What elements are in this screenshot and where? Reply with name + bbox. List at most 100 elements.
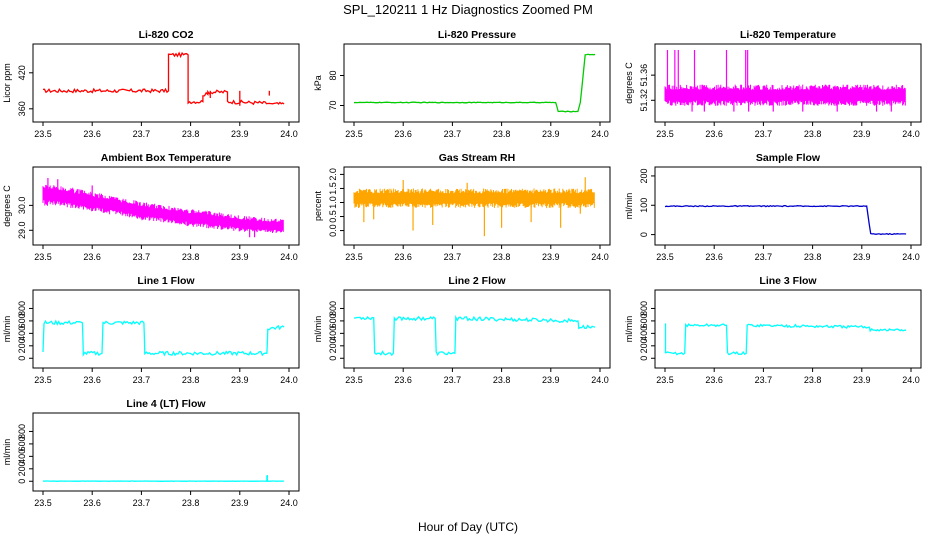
panel-title: Gas Stream RH <box>439 152 515 164</box>
figure-xlabel: Hour of Day (UTC) <box>418 520 518 534</box>
x-tick-label: 24.0 <box>591 375 609 385</box>
y-axis-label: ml/min <box>2 439 12 466</box>
x-tick-label: 23.8 <box>804 375 822 385</box>
x-tick-label: 23.8 <box>804 252 822 262</box>
x-tick-label: 23.8 <box>493 129 511 139</box>
y-axis-label: Licor ppm <box>2 63 12 103</box>
series-line <box>42 51 285 106</box>
x-tick-label: 24.0 <box>902 375 920 385</box>
series-line <box>664 204 907 236</box>
x-tick-label: 23.5 <box>656 252 674 262</box>
y-tick-label: 2.0 <box>328 168 338 181</box>
y-tick-label: 800 <box>17 424 27 439</box>
x-tick-label: 23.6 <box>394 375 412 385</box>
x-tick-label: 23.8 <box>804 129 822 139</box>
x-tick-label: 23.7 <box>755 252 773 262</box>
series-line <box>664 322 907 356</box>
y-tick-label: 400 <box>328 326 338 341</box>
y-tick-label: 600 <box>639 313 649 328</box>
x-tick-label: 23.9 <box>231 498 249 508</box>
panel-6: Sample Flow ml/min 0 100 200 23.5 23.6 23.7 23.8… <box>624 152 922 262</box>
y-tick-label: 51.36 <box>639 64 649 87</box>
x-tick-label: 23.9 <box>231 252 249 262</box>
y-tick-label: 800 <box>639 301 649 316</box>
plot-frame <box>32 43 300 123</box>
y-tick-label: 800 <box>328 301 338 316</box>
plot-frame <box>343 166 611 246</box>
panel-title: Ambient Box Temperature <box>101 152 232 164</box>
panel-5: Gas Stream RH percent 0.00.51.01.52.0 23.5 2… <box>313 152 611 262</box>
x-tick-label: 24.0 <box>902 129 920 139</box>
x-tick-label: 23.6 <box>83 129 101 139</box>
y-tick-label: 400 <box>639 326 649 341</box>
y-tick-label: 600 <box>17 436 27 451</box>
y-tick-label: 1.0 <box>328 196 338 209</box>
panel-2: Li-820 Pressure kPa 70 80 23.5 23.6 23.7 23.8 23… <box>313 29 611 139</box>
y-tick-label: 80 <box>328 70 338 80</box>
y-axis-label: ml/min <box>313 316 323 343</box>
x-tick-label: 24.0 <box>280 375 298 385</box>
y-tick-label: 1.5 <box>328 182 338 195</box>
x-tick-label: 23.8 <box>493 252 511 262</box>
y-axis-label: kPa <box>313 75 323 91</box>
x-tick-label: 23.9 <box>542 375 560 385</box>
x-tick-label: 23.6 <box>83 252 101 262</box>
x-tick-label: 23.5 <box>34 375 52 385</box>
y-axis-label: degrees C <box>624 62 634 104</box>
x-tick-label: 23.5 <box>34 129 52 139</box>
panel-1: Li-820 CO2 Licor ppm 360 420 23.5 23.6 23.7 23.… <box>2 29 300 139</box>
x-tick-label: 23.7 <box>755 375 773 385</box>
y-tick-label: 51.32 <box>639 89 649 112</box>
x-tick-label: 24.0 <box>591 129 609 139</box>
y-tick-label: 0 <box>17 356 27 361</box>
x-tick-label: 23.6 <box>83 375 101 385</box>
plot-frame <box>32 289 300 369</box>
x-tick-label: 23.7 <box>133 129 151 139</box>
x-tick-label: 23.9 <box>231 375 249 385</box>
y-axis-label: ml/min <box>2 316 12 343</box>
y-tick-label: 100 <box>639 198 649 213</box>
y-tick-label: 70 <box>328 100 338 110</box>
y-tick-label: 400 <box>17 449 27 464</box>
panel-title: Line 3 Flow <box>759 275 817 287</box>
panel-4: Ambient Box Temperature degrees C 29.0 30.0… <box>2 152 300 262</box>
x-tick-label: 23.7 <box>133 498 151 508</box>
series-line <box>354 314 596 357</box>
y-tick-label: 0 <box>328 356 338 361</box>
series-band <box>42 185 284 233</box>
series-line <box>42 319 285 357</box>
panel-title: Li-820 Temperature <box>740 29 836 41</box>
y-axis-label: ml/min <box>624 316 634 343</box>
x-tick-label: 23.7 <box>444 252 462 262</box>
x-tick-label: 23.7 <box>755 129 773 139</box>
y-axis-label: percent <box>313 190 323 221</box>
x-tick-label: 23.8 <box>493 375 511 385</box>
panel-3: Li-820 Temperature degrees C 51.32 51.36 23.… <box>624 29 922 139</box>
plot-frame <box>654 43 922 123</box>
y-tick-label: 0 <box>639 232 649 237</box>
panel-title: Li-820 CO2 <box>139 29 194 41</box>
y-tick-label: 200 <box>639 168 649 183</box>
x-tick-label: 23.5 <box>345 252 363 262</box>
panel-title: Li-820 Pressure <box>438 29 516 41</box>
y-tick-label: 0 <box>17 479 27 484</box>
panel-title: Line 2 Flow <box>448 275 506 287</box>
x-tick-label: 24.0 <box>280 129 298 139</box>
y-tick-label: 200 <box>17 338 27 353</box>
plot-frame <box>343 289 611 369</box>
y-tick-label: 360 <box>17 101 27 116</box>
x-tick-label: 23.5 <box>656 375 674 385</box>
x-tick-label: 23.9 <box>853 129 871 139</box>
series-band <box>353 188 595 209</box>
x-tick-label: 24.0 <box>591 252 609 262</box>
x-tick-label: 23.5 <box>345 129 363 139</box>
y-tick-label: 29.0 <box>17 222 27 240</box>
y-tick-label: 0.0 <box>328 224 338 237</box>
x-tick-label: 23.6 <box>705 129 723 139</box>
y-tick-label: 600 <box>328 313 338 328</box>
y-axis-label: ml/min <box>624 193 634 220</box>
